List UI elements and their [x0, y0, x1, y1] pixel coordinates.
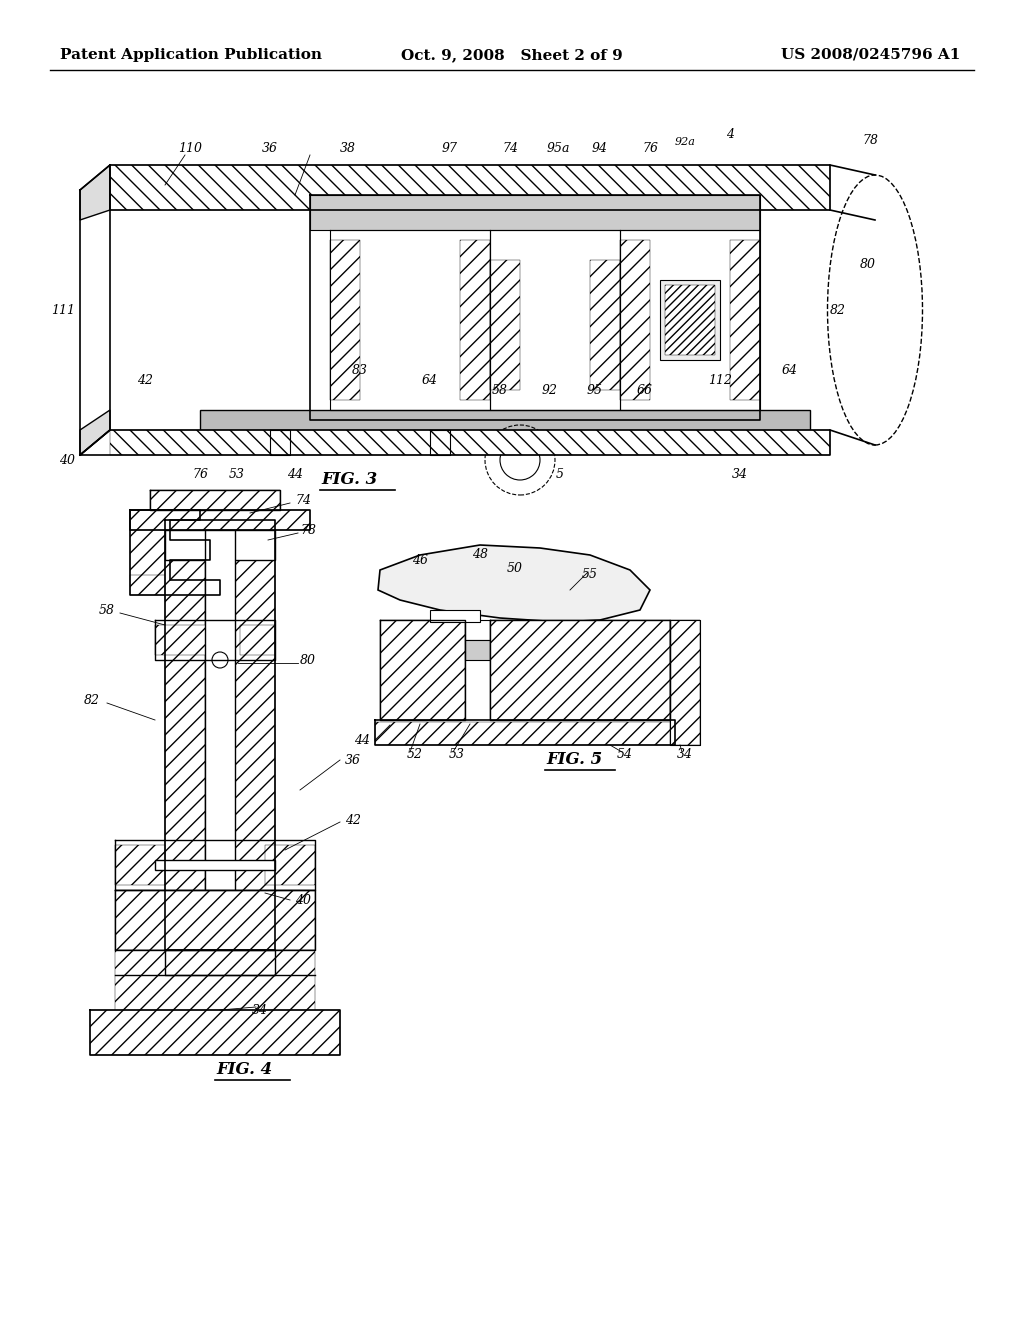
Bar — [460, 240, 490, 400]
Bar — [155, 624, 205, 655]
Polygon shape — [80, 411, 110, 455]
Text: 92: 92 — [542, 384, 558, 396]
Text: 80: 80 — [860, 259, 876, 272]
Bar — [490, 620, 670, 719]
Text: Patent Application Publication: Patent Application Publication — [60, 48, 322, 62]
Text: 92a: 92a — [675, 137, 695, 147]
Polygon shape — [155, 861, 275, 870]
Bar — [665, 285, 715, 355]
Bar — [670, 620, 700, 744]
Bar — [430, 430, 450, 455]
Text: 5: 5 — [556, 469, 564, 482]
Text: 76: 76 — [193, 469, 208, 482]
Text: 74: 74 — [502, 141, 518, 154]
Text: 46: 46 — [412, 553, 428, 566]
Bar — [620, 240, 650, 400]
Text: 44: 44 — [287, 469, 303, 482]
Text: 78: 78 — [862, 133, 878, 147]
Polygon shape — [430, 610, 480, 622]
Text: 48: 48 — [472, 549, 488, 561]
Bar — [380, 620, 465, 719]
Text: 110: 110 — [178, 141, 202, 154]
Text: 4: 4 — [726, 128, 734, 141]
Polygon shape — [378, 545, 650, 622]
Text: 40: 40 — [59, 454, 75, 466]
Text: 83: 83 — [352, 363, 368, 376]
Text: 82: 82 — [830, 304, 846, 317]
Polygon shape — [80, 165, 110, 220]
Text: 95: 95 — [587, 384, 603, 396]
Bar — [330, 240, 360, 400]
Bar — [90, 1010, 340, 1055]
Polygon shape — [165, 531, 275, 560]
Text: 76: 76 — [642, 141, 658, 154]
Text: 36: 36 — [345, 754, 361, 767]
Text: 112: 112 — [708, 374, 732, 387]
Bar — [110, 165, 830, 210]
Bar — [115, 890, 315, 950]
Text: 95a: 95a — [546, 141, 569, 154]
Bar — [234, 520, 275, 950]
Circle shape — [500, 440, 540, 480]
Text: 94: 94 — [592, 141, 608, 154]
Bar — [270, 430, 290, 455]
Text: 54: 54 — [617, 748, 633, 762]
Text: 64: 64 — [782, 363, 798, 376]
Text: 80: 80 — [300, 653, 316, 667]
Bar — [160, 510, 200, 531]
Bar — [115, 845, 165, 884]
Text: US 2008/0245796 A1: US 2008/0245796 A1 — [780, 48, 961, 62]
Bar — [110, 430, 830, 455]
Text: 34: 34 — [252, 1003, 268, 1016]
Polygon shape — [205, 531, 234, 950]
Text: FIG. 5: FIG. 5 — [547, 751, 603, 768]
Text: 42: 42 — [345, 813, 361, 826]
Text: 50: 50 — [507, 561, 523, 574]
Text: 42: 42 — [137, 374, 153, 387]
Bar — [165, 520, 205, 950]
Text: 82: 82 — [84, 693, 100, 706]
Text: 78: 78 — [300, 524, 316, 536]
Text: 38: 38 — [340, 141, 356, 154]
Text: 34: 34 — [677, 748, 693, 762]
Text: 58: 58 — [492, 384, 508, 396]
Bar — [115, 950, 315, 1020]
Circle shape — [212, 652, 228, 668]
Text: 36: 36 — [262, 141, 278, 154]
Polygon shape — [310, 195, 760, 230]
Text: 34: 34 — [732, 469, 748, 482]
Text: FIG. 4: FIG. 4 — [217, 1061, 273, 1078]
Bar — [130, 576, 220, 595]
Bar — [590, 260, 620, 389]
Polygon shape — [660, 280, 720, 360]
Bar — [730, 240, 760, 400]
Text: 111: 111 — [51, 304, 75, 317]
Bar — [130, 510, 310, 531]
Text: FIG. 3: FIG. 3 — [322, 471, 378, 488]
Bar — [130, 520, 220, 579]
Bar — [490, 260, 520, 389]
Bar — [240, 624, 275, 655]
Text: 55: 55 — [582, 569, 598, 582]
Bar — [150, 490, 280, 510]
Polygon shape — [200, 411, 810, 440]
Text: 97: 97 — [442, 141, 458, 154]
Polygon shape — [465, 620, 490, 640]
Polygon shape — [465, 640, 490, 660]
Text: 53: 53 — [229, 469, 245, 482]
Text: 44: 44 — [354, 734, 370, 747]
Text: 53: 53 — [449, 748, 465, 762]
Text: 52: 52 — [407, 748, 423, 762]
Text: Oct. 9, 2008   Sheet 2 of 9: Oct. 9, 2008 Sheet 2 of 9 — [401, 48, 623, 62]
Text: 74: 74 — [295, 494, 311, 507]
Bar — [265, 845, 315, 884]
Text: 58: 58 — [99, 603, 115, 616]
Text: 66: 66 — [637, 384, 653, 396]
Text: 40: 40 — [295, 894, 311, 907]
Text: 64: 64 — [422, 374, 438, 387]
Bar — [375, 722, 675, 744]
Bar — [165, 950, 275, 975]
